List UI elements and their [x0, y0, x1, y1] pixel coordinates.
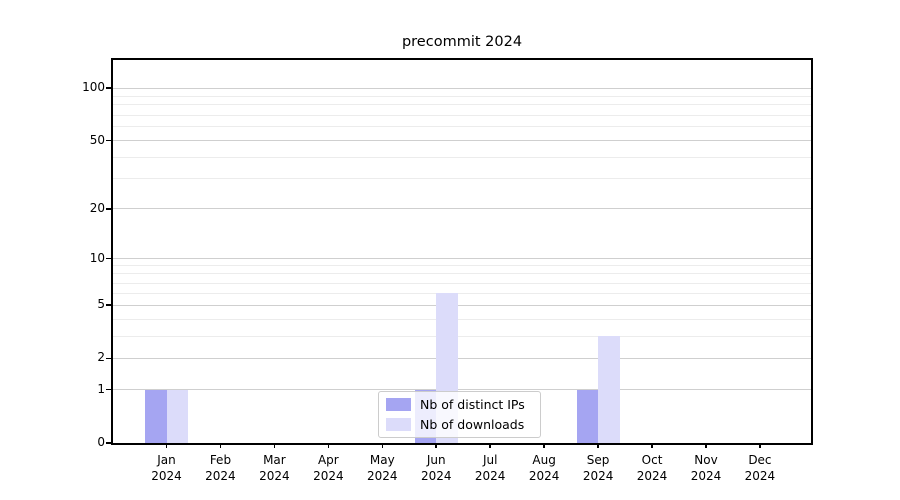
x-axis-tick-label: Jul 2024: [474, 453, 506, 483]
y-tick-mark: [106, 257, 111, 260]
x-tick-mark: [273, 443, 276, 448]
y-tick-mark: [106, 442, 111, 444]
plot-area: 0 1 2 5 10 20 50 100 Jan 2024 Feb 2024 Mar 2024 Apr 202…: [82, 58, 813, 483]
y-tick-mark: [106, 388, 111, 391]
gridline-minor: [113, 318, 811, 320]
y-tick-mark: [106, 139, 111, 142]
y-axis-tick-label: 2: [97, 350, 105, 365]
x-axis-tick-label: Nov 2024: [690, 453, 722, 483]
x-axis-tick-label: Mar 2024: [259, 453, 290, 483]
y-tick-mark: [106, 87, 111, 89]
x-tick-mark: [597, 443, 599, 448]
gridline-minor: [113, 126, 811, 128]
x-axis-tick-label: Aug 2024: [528, 453, 560, 483]
gridline-major: [113, 87, 811, 89]
x-tick-mark: [381, 443, 384, 448]
y-tick-mark: [106, 208, 111, 210]
chart-title: precommit 2024: [401, 34, 523, 50]
gridline-minor: [113, 273, 811, 275]
x-axis-tick-label: Jun 2024: [420, 453, 452, 483]
gridline-minor: [113, 178, 811, 180]
gridline-minor: [113, 95, 811, 97]
gridline-major: [113, 389, 811, 391]
gridline-major: [113, 258, 811, 260]
bar-nb-of-downloads: [598, 336, 620, 443]
gridline-minor: [113, 114, 811, 116]
y-tick-mark: [106, 357, 111, 360]
gridline-major: [113, 304, 811, 306]
gridline-minor: [113, 104, 811, 106]
x-tick-mark: [435, 443, 438, 448]
x-tick-mark: [489, 443, 491, 448]
y-axis-tick-label: 50: [89, 132, 105, 147]
x-axis-tick-label: Sep 2024: [582, 453, 614, 483]
y-tick-mark: [106, 304, 111, 306]
gridline-minor: [113, 265, 811, 267]
bar-nb-of-distinct-ips: [145, 389, 167, 443]
x-tick-mark: [219, 443, 222, 448]
x-tick-mark: [327, 443, 330, 448]
x-tick-mark: [651, 443, 653, 448]
x-tick-mark: [759, 443, 761, 448]
x-axis-tick-label: Feb 2024: [205, 453, 236, 483]
gridline-major: [113, 357, 811, 359]
y-axis-tick-label: 20: [89, 200, 105, 215]
y-axis-tick-label: 5: [97, 297, 105, 312]
legend-swatch-downloads: [386, 418, 411, 431]
y-axis-tick-label: 1: [97, 381, 105, 396]
gridline-minor: [113, 156, 811, 158]
x-axis-tick-label: May 2024: [367, 453, 398, 483]
bar-nb-of-distinct-ips: [576, 389, 599, 443]
y-axis-tick-label: 100: [82, 80, 105, 94]
x-axis-tick-label: Oct 2024: [636, 453, 668, 483]
gridline-minor: [113, 292, 811, 294]
x-axis-tick-label: Jan 2024: [151, 453, 182, 483]
y-axis-tick-label: 10: [89, 250, 105, 265]
legend-label-distinct-ips: Nb of distinct IPs: [420, 397, 525, 412]
gridline-minor: [113, 335, 811, 337]
bar-nb-of-downloads: [166, 389, 188, 443]
x-tick-mark: [705, 443, 707, 448]
plot-inner: 0 1 2 5 10 20 50 100 Jan 2024 Feb 2024 Mar 2024 Apr 202…: [82, 60, 811, 483]
gridline-minor: [113, 282, 811, 284]
x-tick-mark: [165, 443, 168, 448]
legend-swatch-distinct-ips: [386, 398, 411, 411]
x-tick-mark: [543, 443, 545, 448]
legend-item-distinct-ips: Nb of distinct IPs: [386, 397, 533, 412]
x-axis-tick-label: Dec 2024: [744, 453, 776, 483]
y-axis-tick-label: 0: [97, 435, 105, 449]
legend: Nb of distinct IPs Nb of downloads: [378, 391, 541, 438]
legend-item-downloads: Nb of downloads: [386, 417, 533, 432]
x-axis-tick-label: Apr 2024: [313, 453, 344, 483]
gridline-major: [113, 208, 811, 210]
gridline-major: [113, 140, 811, 142]
legend-label-downloads: Nb of downloads: [420, 417, 525, 432]
